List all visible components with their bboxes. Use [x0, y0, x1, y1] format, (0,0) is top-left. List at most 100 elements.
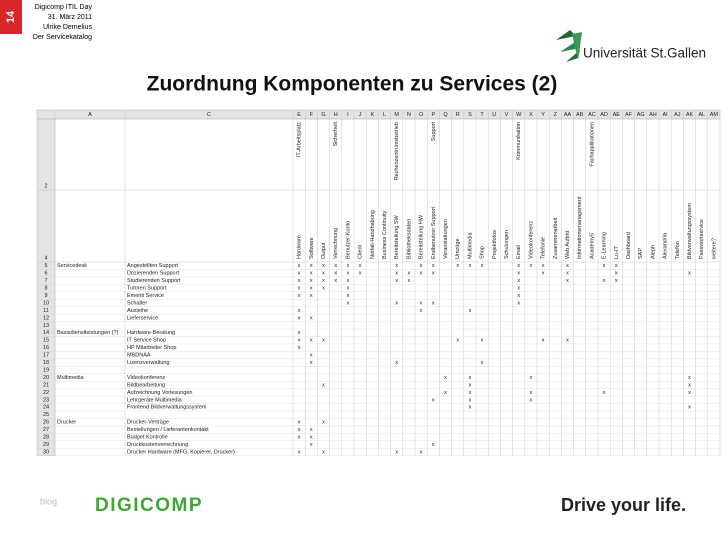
cell-mark: x — [347, 263, 350, 269]
group-header: Sicherheit — [333, 122, 339, 147]
component-header: Hardware — [297, 235, 303, 259]
component-header: Client — [358, 244, 364, 259]
cell-mark: x — [395, 360, 398, 366]
component-header: Bibliotheksdaten — [406, 219, 412, 259]
spreadsheet: A C24EIT-ArbeitsplatzHardwareFSoftwareGOu… — [36, 109, 721, 456]
cell-mark: x — [298, 420, 301, 426]
service-name: Videokonferenz — [127, 375, 165, 381]
column-letter: AA — [564, 112, 572, 118]
component-header: Lu-IT — [614, 246, 620, 259]
cell-mark: x — [432, 442, 435, 448]
footer-slogan: Drive your life. — [561, 495, 686, 515]
cell-mark: x — [566, 271, 569, 277]
component-header: Email — [516, 245, 522, 259]
service-name: Bildbearbeitung — [127, 382, 165, 388]
slide-number: 14 — [5, 10, 17, 23]
cell-mark: x — [456, 263, 459, 269]
column-letter: AB — [576, 112, 584, 118]
component-header: Benutzer-Konto — [345, 221, 351, 259]
cell-mark: x — [432, 263, 435, 269]
cell-mark: x — [298, 263, 301, 269]
cell-mark: x — [530, 375, 533, 381]
column-letter: J — [359, 112, 362, 118]
column-letter: S — [468, 112, 472, 118]
component-header: Multimedia — [467, 231, 473, 259]
cell-mark: x — [298, 278, 301, 284]
cell-mark: x — [298, 345, 301, 351]
row-group: Drucker — [57, 420, 76, 426]
row-number: 22 — [43, 390, 49, 396]
component-header: Business Continuity — [382, 210, 388, 259]
row-number: 13 — [43, 323, 49, 329]
cell-mark: x — [347, 300, 350, 306]
component-header: Bereitstellung SW — [394, 214, 400, 259]
component-header: Schulungen — [504, 230, 510, 259]
component-header: Telefonie — [541, 237, 547, 259]
row-number: 14 — [43, 330, 49, 336]
column-letter: W — [516, 112, 522, 118]
header-line: Der Servicekatalog — [33, 34, 92, 41]
cell-mark: x — [517, 286, 520, 292]
cell-mark: x — [420, 308, 423, 314]
cell-mark: x — [481, 263, 484, 269]
column-letter: P — [431, 112, 435, 118]
row-number: 28 — [43, 435, 49, 441]
row-number: 12 — [43, 315, 49, 321]
component-header: Software — [309, 237, 315, 259]
cell-mark: x — [334, 263, 337, 269]
cell-mark: x — [395, 263, 398, 269]
cell-mark: x — [298, 338, 301, 344]
cell-mark: x — [334, 278, 337, 284]
column-letter: Q — [443, 112, 448, 118]
cell-mark: x — [688, 375, 691, 381]
component-header: Bildverwaltungssystem — [687, 203, 693, 259]
footer-blog: blog — [40, 496, 57, 506]
component-header: Endbenutzer Support — [431, 207, 437, 259]
group-header: Kommunikation — [516, 122, 522, 160]
cell-mark: x — [615, 271, 618, 277]
cell-mark: x — [566, 263, 569, 269]
cell-mark: x — [310, 286, 313, 292]
cell-mark: x — [310, 427, 313, 433]
service-name: Budget Kontrolle — [127, 435, 168, 441]
cell-mark: x — [310, 315, 313, 321]
column-letter: AG — [637, 112, 645, 118]
component-header: Telefon — [675, 241, 681, 259]
row-number: 16 — [43, 345, 49, 351]
service-name: Drucker-Verträge — [127, 420, 169, 426]
component-header: Videokonferenz — [528, 221, 534, 259]
column-letter: AF — [625, 112, 633, 118]
cell-mark: x — [517, 278, 520, 284]
cell-mark: x — [310, 338, 313, 344]
component-header: Academy5 — [589, 233, 595, 259]
row-number: 23 — [43, 397, 49, 403]
cell-mark: x — [530, 390, 533, 396]
cell-mark: x — [322, 449, 325, 455]
column-letter: E — [297, 112, 301, 118]
cell-mark: x — [566, 338, 569, 344]
component-header: Umzüge — [455, 239, 461, 259]
column-letter: AC — [588, 112, 596, 118]
cell-mark: x — [395, 271, 398, 277]
service-name: Hardware-Beratung — [127, 330, 175, 336]
row-number: 21 — [43, 382, 49, 388]
cell-mark: x — [298, 449, 301, 455]
cell-mark: x — [298, 330, 301, 336]
cell-mark: x — [420, 263, 423, 269]
column-letter: AH — [649, 112, 657, 118]
cell-mark: x — [469, 397, 472, 403]
component-header: SAP — [638, 248, 644, 259]
row-number: 26 — [43, 420, 49, 426]
slide-number-bar — [0, 0, 22, 34]
column-letter: G — [321, 112, 325, 118]
column-letter: C — [207, 112, 211, 118]
cell-mark: x — [517, 263, 520, 269]
group-header: Fachapplikationen — [589, 122, 595, 167]
cell-mark: x — [566, 278, 569, 284]
cell-mark: x — [322, 382, 325, 388]
cell-mark: x — [456, 338, 459, 344]
cell-mark: x — [530, 397, 533, 403]
cell-mark: x — [347, 286, 350, 292]
component-header: E-Learning — [602, 232, 608, 259]
